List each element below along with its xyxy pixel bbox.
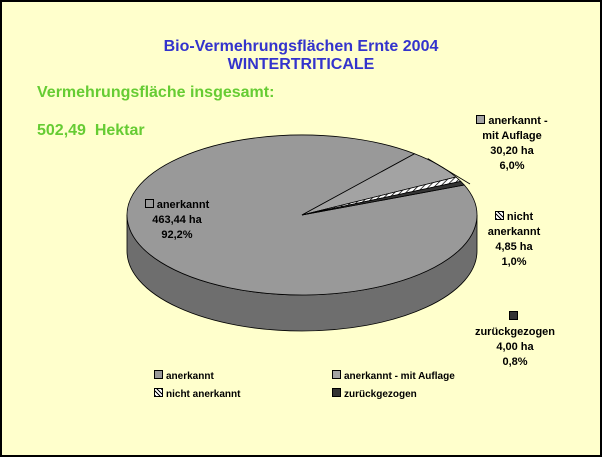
legend-marker (476, 115, 486, 124)
legend-marker (154, 388, 163, 397)
legend-marker (509, 311, 518, 320)
percentage-label: 1,0% (501, 256, 527, 268)
legend-item: anerkannt (154, 370, 214, 382)
percentage-label: 0,8% (502, 356, 528, 368)
legend-label: anerkannt - mit Auflage (344, 371, 455, 382)
value-label: 4,85 ha (495, 241, 533, 253)
legend-item: anerkannt - mit Auflage (332, 370, 455, 382)
legend-label: nicht anerkannt (166, 389, 241, 400)
legend-marker (332, 388, 341, 397)
annotation: Vermehrungsfläche insgesamt: (37, 84, 275, 101)
legend-item: nicht anerkannt (154, 388, 240, 400)
legend-marker (494, 211, 504, 220)
legend-marker (154, 370, 163, 379)
legend-label: zurückgezogen (344, 389, 417, 400)
percentage-label: 92,2% (161, 229, 193, 241)
value-label: 463,44 ha (152, 214, 202, 226)
pie-slice (301, 180, 466, 216)
chart-subtitle: WINTERTRITICALE (227, 56, 375, 73)
legend-label: anerkannt (166, 371, 214, 382)
value-label: 30,20 ha (490, 145, 534, 157)
slice-label: anerkannt - mit Auflage 30,20 ha 6,0% (467, 114, 557, 174)
leader-line (427, 158, 471, 185)
legend-item: zurückgezogen (332, 388, 417, 400)
category-label: zurückgezogen (474, 326, 556, 338)
category-label: anerkannt (156, 199, 210, 211)
category-label: anerkannt - mit Auflage (482, 115, 548, 142)
slice-label: nicht anerkannt 4,85 ha 1,0% (478, 210, 550, 270)
category-label: nicht anerkannt (487, 211, 541, 238)
legend-marker (144, 199, 154, 208)
slice-label: zurückgezogen 4,00 ha 0,8% (472, 310, 558, 370)
slice-label: anerkannt 463,44 ha 92,2% (122, 198, 232, 243)
annotation: 502,49 Hektar (37, 122, 145, 139)
legend-marker (332, 370, 341, 379)
value-label: 4,00 ha (496, 341, 534, 353)
percentage-label: 6,0% (499, 160, 525, 172)
chart-title: Bio-Vermehrungsflächen Ernte 2004 (163, 38, 439, 55)
